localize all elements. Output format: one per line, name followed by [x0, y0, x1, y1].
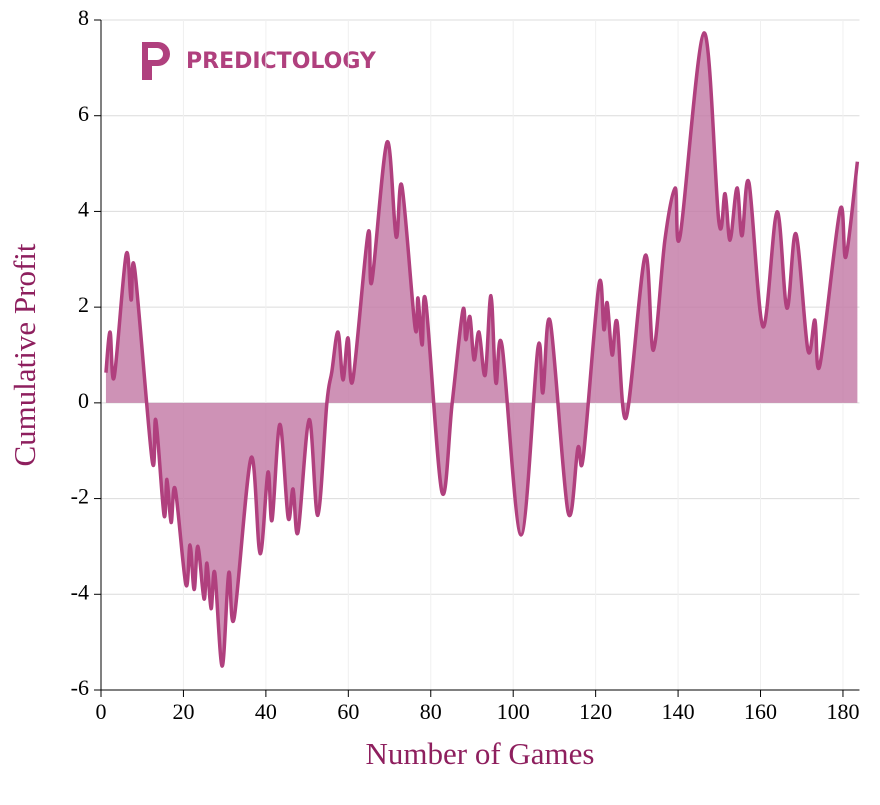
- x-tick-label: 60: [337, 699, 359, 724]
- y-tick-label: -2: [71, 484, 89, 509]
- y-tick-label: -6: [71, 675, 89, 700]
- x-axis-title: Number of Games: [366, 736, 595, 771]
- x-tick-label: 80: [420, 699, 442, 724]
- x-tick-label: 140: [662, 699, 695, 724]
- y-tick-label: 8: [78, 5, 89, 30]
- x-tick-label: 0: [96, 699, 107, 724]
- x-tick-label: 180: [826, 699, 859, 724]
- x-tick-label: 100: [497, 699, 530, 724]
- logo-text: PREDICTOLOGY: [186, 49, 377, 74]
- area: [105, 32, 858, 667]
- logo: PREDICTOLOGY: [142, 42, 377, 80]
- y-axis-title: Cumulative Profit: [7, 243, 42, 466]
- y-tick-label: 6: [78, 101, 89, 126]
- x-tick-label: 120: [579, 699, 612, 724]
- line: [104, 31, 860, 668]
- x-tick-label: 40: [255, 699, 277, 724]
- logo-icon: [142, 42, 170, 80]
- x-tick-label: 160: [744, 699, 777, 724]
- x-tick-label: 20: [172, 699, 194, 724]
- y-tick-label: 2: [78, 292, 89, 317]
- y-tick-label: -4: [71, 579, 89, 604]
- y-tick-label: 4: [78, 196, 89, 221]
- y-tick-label: 0: [78, 388, 89, 413]
